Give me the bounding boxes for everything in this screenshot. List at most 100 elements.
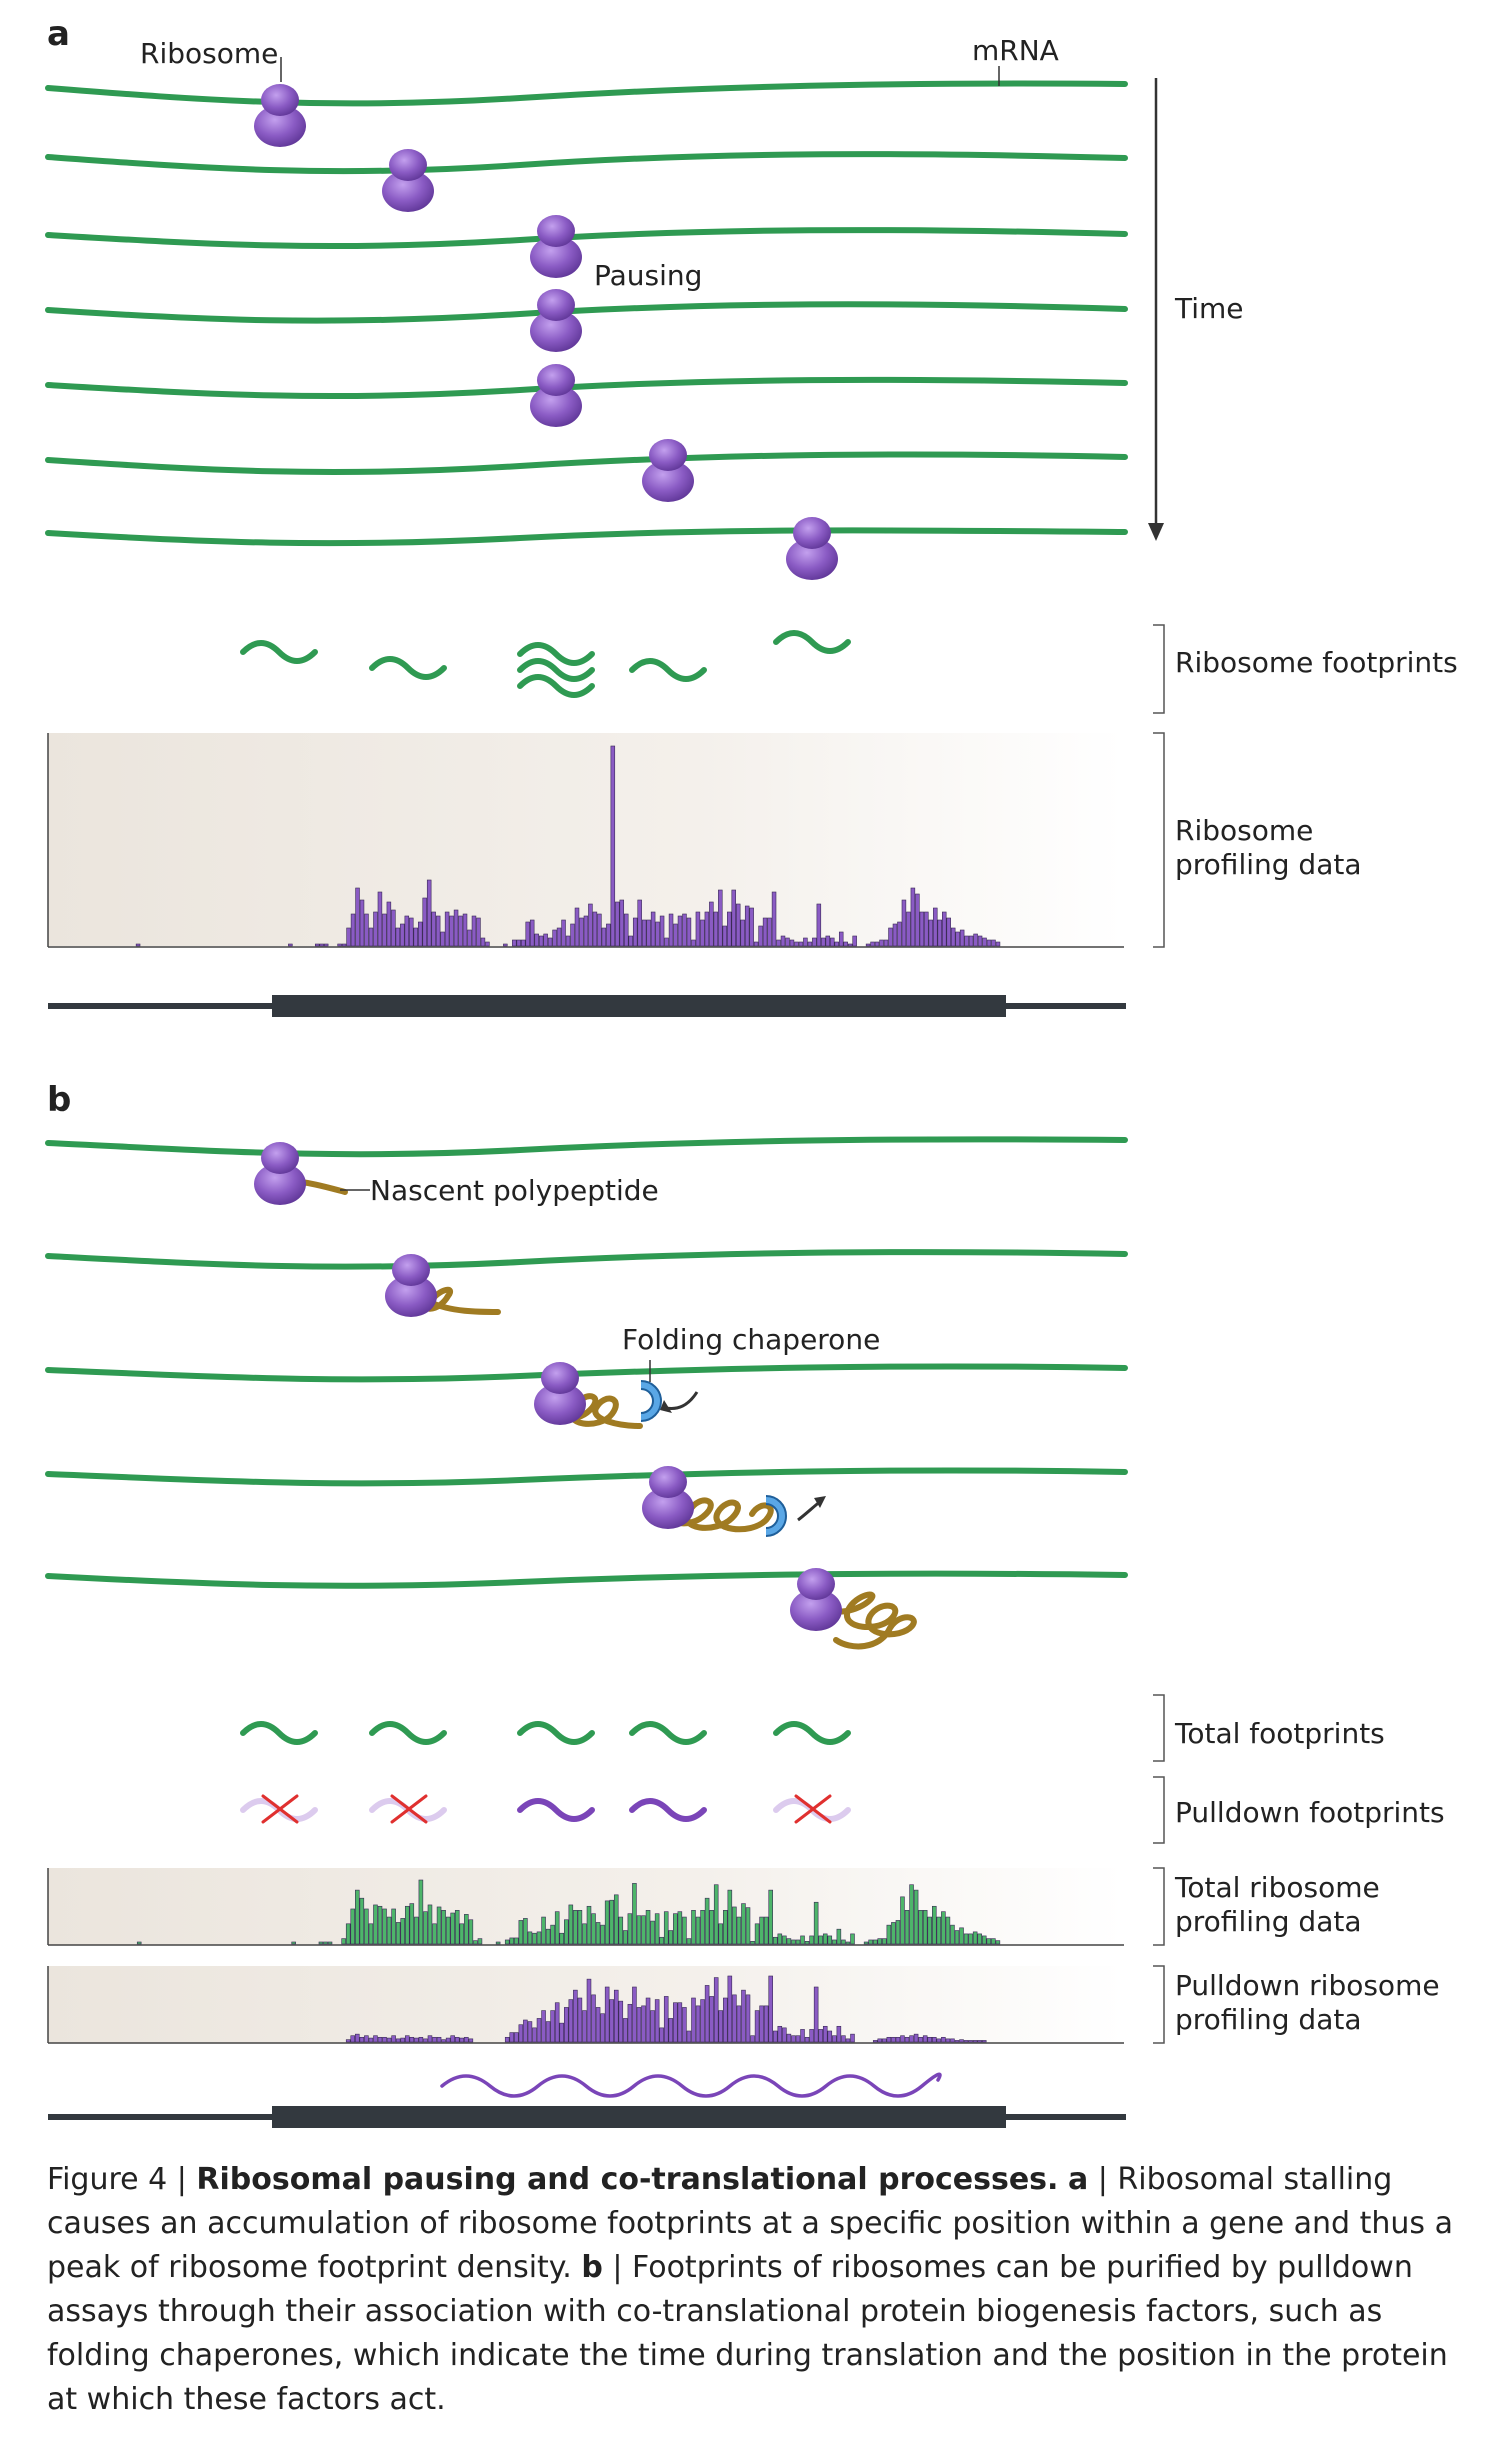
profile-bar	[591, 1994, 596, 2043]
profile-bar	[932, 2036, 937, 2043]
profile-bar	[650, 2010, 655, 2043]
profile-bar	[982, 937, 987, 947]
profile-bar	[686, 2030, 692, 2043]
profile-bar	[423, 1911, 428, 1945]
profile-bar	[877, 1938, 883, 1945]
caption-a-text: | Ribosomal stalling causes an accumulat…	[47, 2162, 1453, 2285]
profile-bar	[504, 2036, 510, 2043]
profile-bar	[789, 939, 795, 947]
profile-bar	[586, 1905, 592, 1945]
profile-bar	[559, 2022, 565, 2043]
profile-bar	[872, 2040, 878, 2043]
profile-bar	[364, 913, 369, 947]
profile-bar	[741, 1903, 746, 1945]
nascent-polypeptide	[545, 1389, 643, 1429]
profile-bar	[345, 2039, 351, 2043]
profile-bar	[709, 1910, 714, 1945]
profiling-label-a-line1: Ribosome	[1175, 814, 1313, 847]
profile-bar	[909, 2035, 914, 2043]
profile-bar	[618, 1916, 624, 1945]
time-arrow	[1148, 78, 1164, 541]
profile-bar	[477, 1938, 483, 1945]
profile-bar	[845, 2038, 851, 2043]
profile-bar	[927, 2036, 933, 2043]
profile-bar	[288, 943, 293, 947]
profile-bar	[750, 1941, 755, 1945]
profile-bar	[591, 1913, 596, 1945]
profile-bar	[323, 943, 329, 947]
mrna-strand	[45, 1363, 1128, 1383]
profile-bar	[632, 917, 638, 947]
mrna-label: mRNA	[972, 34, 1059, 67]
ribosome-icon	[530, 215, 582, 278]
profile-bar	[523, 1918, 528, 1945]
profile-bar	[520, 939, 526, 947]
profile-bar	[341, 943, 347, 947]
folding-chaperone-icon-release	[765, 1495, 787, 1537]
profile-bar	[541, 1916, 546, 1945]
profile-bar	[588, 903, 593, 947]
profile-bar	[682, 2007, 687, 2043]
profile-bar	[673, 923, 678, 947]
profile-bar	[516, 939, 522, 947]
profile-bar	[772, 2030, 778, 2043]
profile-bar	[767, 917, 772, 947]
coding-region	[272, 2106, 1006, 2128]
profile-bar	[928, 919, 934, 947]
profile-bar	[936, 1916, 942, 1945]
profile-bar	[745, 1907, 751, 1945]
profile-bar	[777, 2025, 783, 2043]
profile-bar	[444, 911, 450, 947]
profile-bar	[377, 1905, 383, 1945]
profile-bar	[655, 921, 660, 947]
profile-bar	[906, 911, 911, 947]
profile-bar	[686, 1938, 692, 1945]
profile-bar	[700, 1910, 705, 1945]
figure-caption: Figure 4 | Ribosomal pausing and co-tran…	[47, 2158, 1467, 2422]
profile-bar	[791, 2035, 796, 2043]
profile-bar	[582, 1923, 587, 1945]
profile-bar	[480, 937, 486, 947]
profile-bar	[606, 923, 611, 947]
profile-bar	[550, 2010, 555, 2043]
profile-bar	[691, 939, 696, 947]
profile-bar	[345, 1923, 351, 1945]
profile-bar	[568, 1904, 574, 1945]
profile-bar	[449, 915, 454, 947]
profile-bar	[563, 1919, 569, 1945]
profile-bar	[350, 1908, 356, 1945]
profile-bar	[468, 1919, 474, 1945]
profile-bar	[986, 939, 992, 947]
profile-bar	[809, 1935, 814, 1945]
profile-bar	[904, 1910, 910, 1945]
profile-bar	[559, 1932, 565, 1945]
profile-bar	[400, 923, 405, 947]
profile-bar	[373, 911, 378, 947]
profile-bar	[445, 2037, 451, 2043]
profile-bar	[919, 911, 925, 947]
profile-bar	[570, 923, 575, 947]
profile-bar	[592, 911, 598, 947]
profile-bar	[628, 935, 633, 947]
profile-bar	[991, 939, 996, 947]
profile-bar	[841, 2035, 846, 2043]
profile-bar	[554, 1911, 560, 1945]
profile-bar	[795, 1939, 801, 1945]
profile-bar	[804, 2036, 810, 2043]
profile-bar	[813, 1901, 819, 1945]
profile-bar	[563, 2007, 569, 2043]
profile-bar	[915, 893, 920, 947]
profile-bar	[574, 907, 580, 947]
profile-bar	[836, 2025, 842, 2043]
ribosome-label: Ribosome	[140, 37, 278, 70]
profile-bar	[727, 1975, 733, 2043]
profile-bar	[645, 1997, 651, 2043]
profile-bar	[981, 2040, 987, 2043]
profile-bar	[850, 1933, 855, 1945]
profile-bar	[786, 2033, 792, 2043]
chaperone-arrow-icon	[665, 1391, 699, 1410]
profile-bar	[545, 1928, 551, 1945]
footprint	[517, 658, 595, 682]
footprint	[240, 1721, 318, 1745]
profile-bar	[891, 1922, 896, 1945]
